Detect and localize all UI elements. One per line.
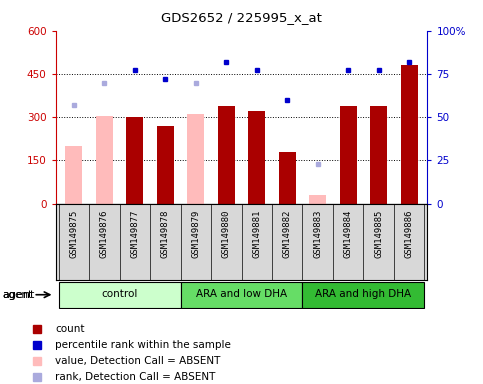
Text: control: control xyxy=(101,289,138,299)
Bar xyxy=(279,152,296,204)
Bar xyxy=(218,106,235,204)
Text: agent: agent xyxy=(3,290,33,300)
Text: ARA and high DHA: ARA and high DHA xyxy=(315,289,412,299)
Bar xyxy=(66,146,82,204)
Text: GSM149883: GSM149883 xyxy=(313,210,322,258)
Text: count: count xyxy=(55,324,85,334)
Text: GSM149882: GSM149882 xyxy=(283,210,292,258)
Bar xyxy=(127,117,143,204)
Bar xyxy=(157,126,174,204)
Bar xyxy=(181,282,302,308)
Text: GSM149877: GSM149877 xyxy=(130,210,139,258)
Text: ARA and low DHA: ARA and low DHA xyxy=(196,289,287,299)
Text: value, Detection Call = ABSENT: value, Detection Call = ABSENT xyxy=(55,356,221,366)
Text: GSM149878: GSM149878 xyxy=(161,210,170,258)
Text: percentile rank within the sample: percentile rank within the sample xyxy=(55,340,231,350)
Bar xyxy=(302,282,425,308)
Text: GSM149885: GSM149885 xyxy=(374,210,383,258)
Bar xyxy=(187,114,204,204)
Bar xyxy=(370,106,387,204)
Text: GSM149875: GSM149875 xyxy=(70,210,78,258)
Text: GSM149880: GSM149880 xyxy=(222,210,231,258)
Bar xyxy=(248,111,265,204)
Text: GSM149876: GSM149876 xyxy=(100,210,109,258)
Text: GSM149879: GSM149879 xyxy=(191,210,200,258)
Text: GSM149886: GSM149886 xyxy=(405,210,413,258)
Text: rank, Detection Call = ABSENT: rank, Detection Call = ABSENT xyxy=(55,372,215,382)
Text: GSM149881: GSM149881 xyxy=(252,210,261,258)
Bar xyxy=(309,195,326,204)
Text: GSM149884: GSM149884 xyxy=(344,210,353,258)
Text: agent: agent xyxy=(2,290,35,300)
Bar xyxy=(58,282,181,308)
Bar xyxy=(401,65,417,204)
Bar xyxy=(96,116,113,204)
Text: GDS2652 / 225995_x_at: GDS2652 / 225995_x_at xyxy=(161,12,322,25)
Bar xyxy=(340,106,356,204)
